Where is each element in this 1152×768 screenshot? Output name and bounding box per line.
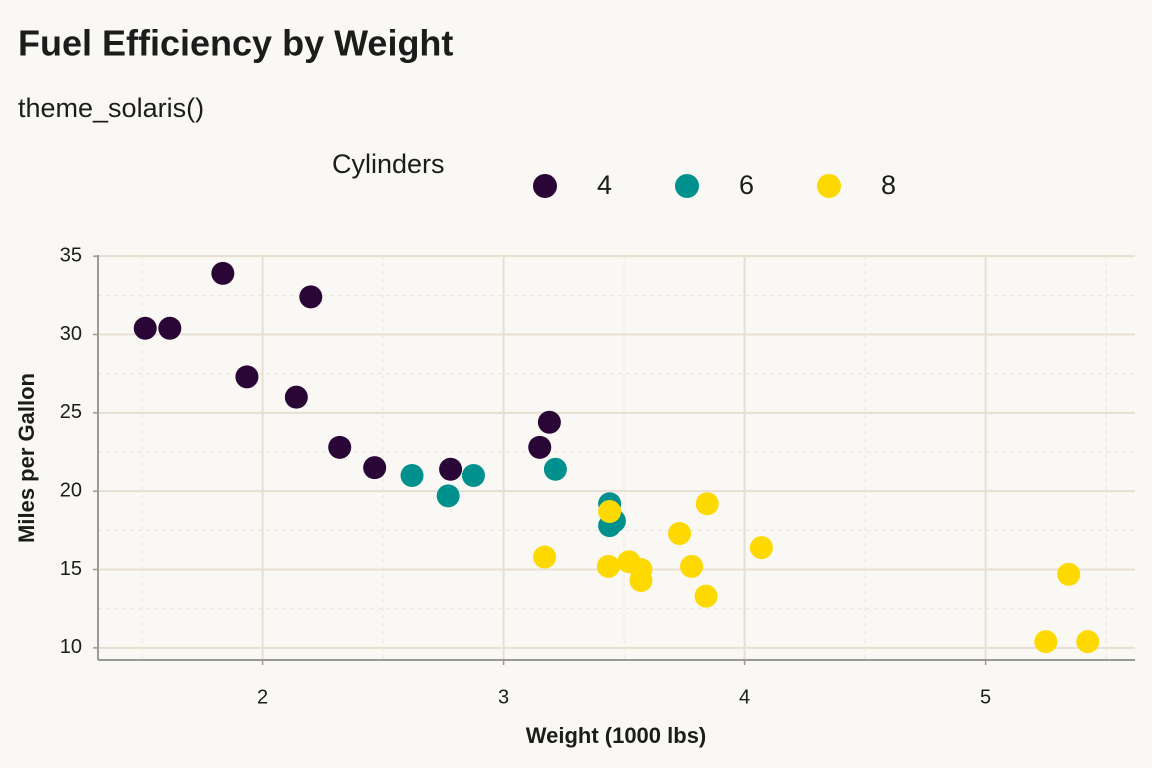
point — [439, 457, 463, 481]
point — [596, 554, 620, 578]
x-tick-label: 2 — [257, 686, 268, 708]
chart-title: Fuel Efficiency by Weight — [18, 23, 453, 64]
point — [694, 584, 718, 608]
x-tick-label: 4 — [739, 686, 750, 708]
y-tick-label: 20 — [60, 479, 82, 501]
chart-subtitle: theme_solaris() — [18, 93, 204, 123]
legend-marker — [533, 174, 557, 198]
point — [363, 456, 387, 480]
y-tick-label: 30 — [60, 323, 82, 345]
legend-title: Cylinders — [332, 149, 445, 179]
point — [1057, 562, 1081, 586]
y-tick-label: 35 — [60, 244, 82, 266]
point — [749, 536, 773, 560]
point — [235, 365, 259, 389]
y-tick-label: 15 — [60, 558, 82, 580]
x-tick-label: 5 — [980, 686, 991, 708]
y-axis-title: Miles per Gallon — [14, 373, 39, 543]
point — [528, 435, 552, 459]
point — [1034, 630, 1058, 654]
legend-label: 8 — [881, 170, 896, 200]
point — [461, 464, 485, 488]
y-tick-label: 10 — [60, 636, 82, 658]
point — [629, 558, 653, 582]
point — [133, 316, 157, 340]
point — [284, 385, 308, 409]
point — [1076, 630, 1100, 654]
point — [158, 316, 182, 340]
point — [400, 464, 424, 488]
point — [668, 521, 692, 545]
legend-label: 4 — [597, 170, 612, 200]
point — [299, 285, 323, 309]
y-tick-label: 25 — [60, 401, 82, 423]
legend-label: 6 — [739, 170, 754, 200]
point — [695, 492, 719, 516]
x-tick-label: 3 — [498, 686, 509, 708]
point — [533, 545, 557, 569]
legend-marker — [675, 174, 699, 198]
legend-marker — [817, 174, 841, 198]
point — [598, 500, 622, 524]
point — [328, 435, 352, 459]
point — [537, 410, 561, 434]
point — [680, 554, 704, 578]
point — [543, 457, 567, 481]
point — [211, 261, 235, 285]
x-axis-title: Weight (1000 lbs) — [526, 723, 707, 748]
point — [436, 484, 460, 508]
